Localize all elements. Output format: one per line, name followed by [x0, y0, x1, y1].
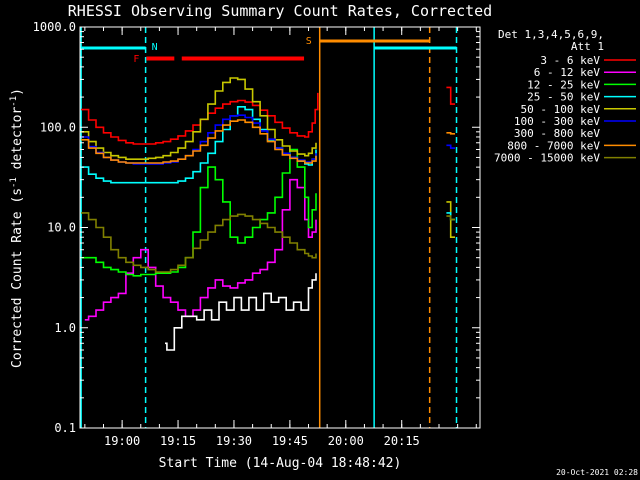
flare-label: F [133, 54, 139, 65]
late-segment-800-7000-kev [446, 132, 455, 135]
late-segment-3-6-kev [446, 86, 455, 105]
x-axis-label: Start Time (14-Aug-04 18:48:42) [159, 456, 402, 471]
x-tick-label: 19:00 [104, 434, 140, 448]
series-line-50-100-kev [81, 77, 317, 160]
x-axis: 19:00 19:15 19:30 19:45 20:00 20:15 [84, 27, 477, 448]
night-bar [374, 46, 457, 50]
night-label: N [152, 42, 158, 53]
x-tick-label: 20:00 [328, 434, 364, 448]
legend-label-25-50-kev: 25 - 50 keV [527, 91, 600, 104]
x-tick-label: 20:15 [384, 434, 420, 448]
legend-label-800-7000-kev: 800 - 7000 keV [507, 139, 600, 152]
x-tick-label: 19:45 [272, 434, 308, 448]
legend-label-3-6-kev: 3 - 6 keV [540, 54, 600, 67]
series-line-300-800-kev [165, 273, 317, 351]
y-axis-label-end: ) [10, 88, 25, 96]
y-axis-label: Corrected Count Rate (s-1 detector-1) [9, 88, 25, 368]
y-tick-label: 0.1 [54, 421, 76, 435]
legend-label-100-300-kev: 100 - 300 keV [514, 115, 600, 128]
legend-label-12-25-kev: 12 - 25 keV [527, 78, 600, 91]
x-tick-label: 19:15 [160, 434, 196, 448]
saa-bar [319, 39, 430, 43]
y-axis-label-sup-2: -1 [9, 96, 19, 107]
series-line-3-6-kev [81, 92, 319, 145]
chart-title: RHESSI Observing Summary Count Rates, Co… [68, 2, 492, 20]
y-axis-label-sup-1: -1 [9, 177, 19, 188]
flare-bar [181, 56, 305, 61]
series-line-12-25-kev [81, 148, 317, 277]
annotation-layer: N F S [80, 27, 458, 428]
series-layer [81, 77, 455, 351]
y-tick-label: 1000.0 [33, 20, 76, 34]
y-tick-label: 100.0 [40, 120, 76, 134]
legend-label-6-12-kev: 6 - 12 keV [534, 66, 601, 79]
night-bar [81, 46, 146, 50]
x-tick-label: 19:30 [216, 434, 252, 448]
late-segment-7000-15000-kev [446, 215, 455, 221]
series-line-6-12-kev [84, 178, 317, 321]
generation-timestamp: 20-Oct-2021 02:28 [556, 468, 638, 477]
y-tick-label: 10.0 [47, 221, 76, 235]
y-axis-label-mid: detector [10, 107, 25, 178]
saa-label: S [306, 36, 312, 47]
legend-label-7000-15000-kev: 7000 - 15000 keV [494, 152, 600, 165]
late-segment-100-300-kev [446, 144, 455, 149]
y-axis: 0.1 1.0 10.0 100.0 1000.0 [33, 20, 480, 435]
series-line-7000-15000-kev [81, 212, 317, 273]
legend-title-line-1: Det 1,3,4,5,6,9, [498, 28, 604, 41]
series-line-800-7000-kev [81, 119, 317, 164]
legend-label-300-800-kev: 300 - 800 keV [514, 127, 600, 140]
legend-label-50-100-kev: 50 - 100 keV [521, 103, 601, 116]
legend-title-line-2: Att 1 [571, 40, 604, 53]
y-tick-label: 1.0 [54, 321, 76, 335]
y-axis-label-main: Corrected Count Rate (s [10, 188, 25, 368]
flare-bar [146, 56, 175, 61]
